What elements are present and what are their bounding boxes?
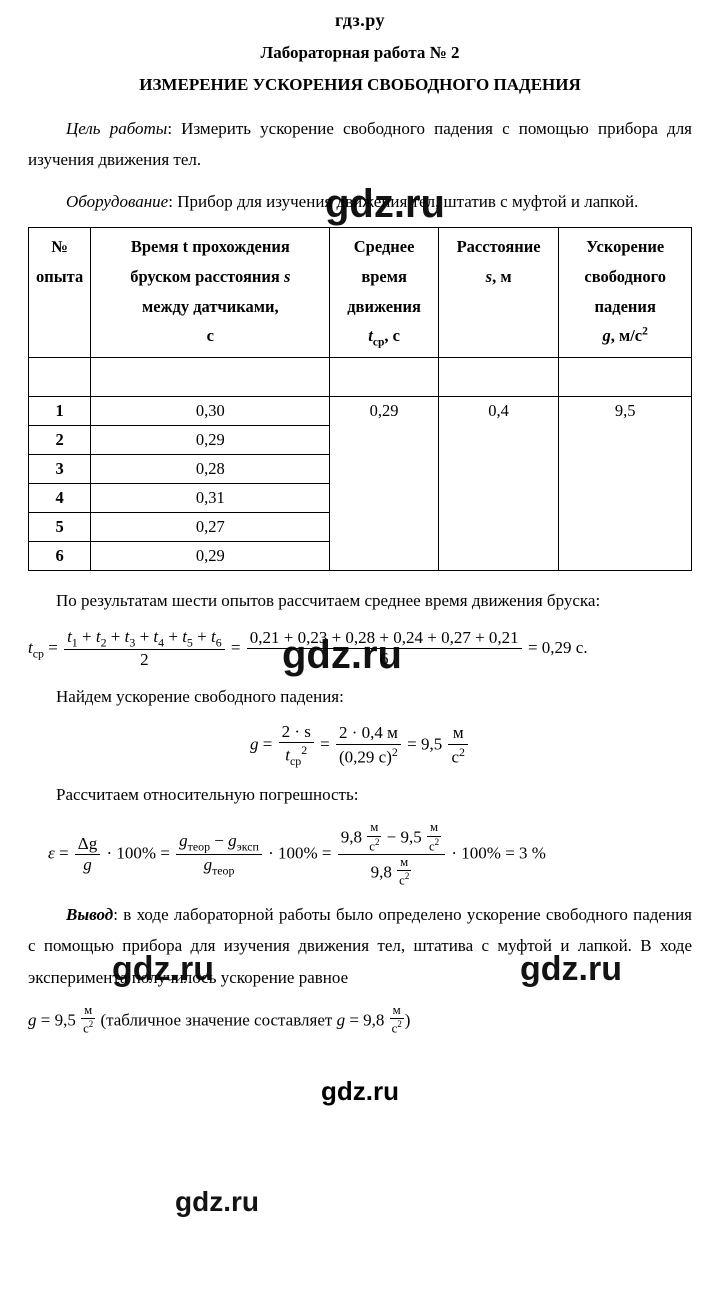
site-header: гдз.ру <box>28 10 692 31</box>
conclusion-text: : в ходе лабораторной работы было опреде… <box>28 905 692 987</box>
formula-g: g = 2 · s tср2 = 2 · 0,4 м (0,29 с)2 = 9… <box>28 722 692 769</box>
avg-intro: По результатам шести опытов рассчитаем с… <box>28 585 692 616</box>
goal-label: Цель работы <box>66 119 167 138</box>
th-time: Время t прохождения бруском расстояния s… <box>91 228 330 358</box>
th-avg: Среднее время движения tср, с <box>330 228 438 358</box>
conclusion: Вывод: в ходе лабораторной работы было о… <box>28 899 692 993</box>
equipment-label: Оборудование <box>66 192 168 211</box>
formula-epsilon: ε = Δg g · 100% = gтеор − gэксп gтеор · … <box>48 820 692 889</box>
goal-paragraph: Цель работы: Измерить ускорение свободно… <box>28 113 692 176</box>
g-intro: Найдем ускорение свободного падения: <box>28 681 692 712</box>
formula-tcp: tср = t1 + t2 + t3 + t4 + t5 + t6 2 = 0,… <box>28 627 692 671</box>
equipment-paragraph: Оборудование: Прибор для изучения движен… <box>28 186 692 217</box>
watermark: gdz.ru <box>175 1186 259 1218</box>
th-dist: Расстояние s, м <box>438 228 559 358</box>
eps-intro: Рассчитаем относительную погрешность: <box>28 779 692 810</box>
conclusion-label: Вывод <box>66 905 113 924</box>
lab-number: Лабораторная работа № 2 <box>28 43 692 63</box>
page: гдз.ру Лабораторная работа № 2 ИЗМЕРЕНИЕ… <box>0 0 720 1305</box>
table-body: 1 0,30 0,29 0,4 9,5 20,29 30,28 40,31 50… <box>29 397 692 571</box>
equipment-text: : Прибор для изучения движения тел, штат… <box>168 192 638 211</box>
table-row: 1 0,30 0,29 0,4 9,5 <box>29 397 692 426</box>
lab-topic: ИЗМЕРЕНИЕ УСКОРЕНИЯ СВОБОДНОГО ПАДЕНИЯ <box>28 75 692 95</box>
data-table: № опыта Время t прохождения бруском расс… <box>28 227 692 571</box>
cell-avg: 0,29 <box>330 397 438 571</box>
footer-watermark: gdz.ru <box>28 1076 692 1107</box>
cell-g: 9,5 <box>559 397 692 571</box>
th-n: № опыта <box>29 228 91 358</box>
th-g: Ускорение свободного падения g, м/с2 <box>559 228 692 358</box>
cell-dist: 0,4 <box>438 397 559 571</box>
conclusion-formula: g = 9,5 мс2 (табличное значение составля… <box>28 1003 692 1036</box>
